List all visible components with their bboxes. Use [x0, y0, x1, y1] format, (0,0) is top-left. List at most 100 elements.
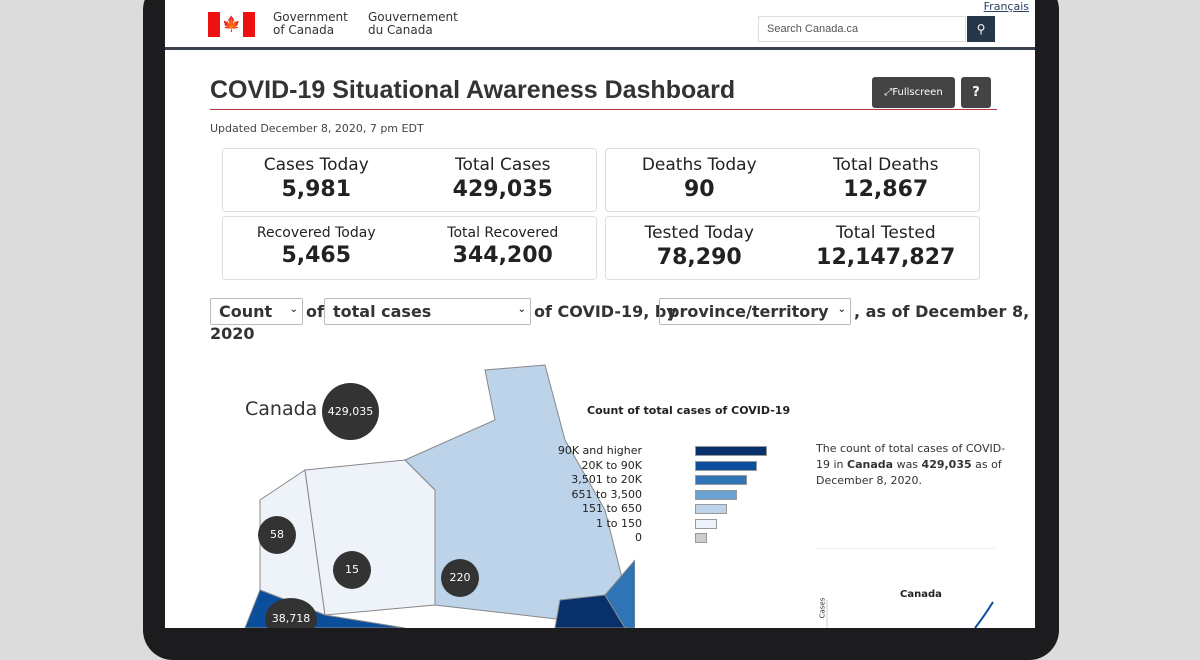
stat-value: 429,035	[452, 177, 553, 202]
metric-select[interactable]: total cases ⌄	[324, 298, 531, 325]
bubble-bc[interactable]: 38,718	[265, 598, 317, 628]
gov-en-1: Government	[273, 10, 348, 24]
page-title: COVID-19 Situational Awareness Dashboard	[210, 76, 736, 104]
stat-value: 5,981	[281, 177, 352, 202]
desc-text: as of December 8, 2020.	[816, 458, 1002, 487]
legend-label: 651 to 3,500	[571, 487, 642, 501]
stat-value: 12,147,827	[816, 245, 956, 270]
recovered-box: Recovered Today 5,465 Total Recovered 344,…	[222, 216, 597, 280]
title-rule	[210, 109, 997, 110]
stat-total-recovered: Total Recovered 344,200	[410, 217, 597, 279]
legend-item: 151 to 650	[550, 502, 770, 516]
mini-chart-line	[974, 601, 994, 628]
legend-swatch	[695, 475, 747, 485]
stat-label: Total Tested	[835, 223, 936, 243]
legend-label: 151 to 650	[581, 502, 642, 515]
mini-chart	[826, 600, 994, 628]
search-icon: ⚲	[976, 22, 986, 36]
of-covid-text: of COVID-19, by	[534, 302, 677, 321]
legend-item: 3,501 to 20K	[550, 473, 770, 487]
stat-value: 12,867	[843, 177, 929, 202]
grouping-select[interactable]: province/territory ⌄	[659, 298, 851, 325]
stat-value: 344,200	[452, 243, 553, 268]
canada-flag-icon: 🍁	[208, 12, 255, 37]
updated-text: Updated December 8, 2020, 7 pm EDT	[210, 122, 424, 135]
stat-label: Tested Today	[644, 223, 754, 243]
cases-box: Cases Today 5,981 Total Cases 429,035	[222, 148, 597, 212]
province-nwt	[304, 459, 436, 616]
legend-label: 1 to 150	[595, 516, 642, 530]
language-link[interactable]: Français	[983, 0, 1029, 13]
country-label: Canada	[245, 398, 318, 420]
stat-label: Deaths Today	[641, 155, 757, 175]
legend-label: 20K to 90K	[581, 458, 642, 472]
stat-total-deaths: Total Deaths 12,867	[793, 149, 980, 211]
legend-swatch	[695, 446, 767, 456]
legend-swatch	[695, 533, 707, 543]
desc-text: was	[893, 458, 922, 471]
search-input[interactable]: Search Canada.ca	[758, 16, 966, 42]
stat-label: Total Cases	[454, 155, 551, 175]
province-quebec	[604, 559, 635, 628]
legend-label: 0	[635, 531, 642, 544]
legend-item: 0	[550, 531, 770, 545]
legend-item: 1 to 150	[550, 517, 770, 531]
legend-swatch	[695, 489, 737, 500]
map-description: The count of total cases of COVID-19 in …	[816, 441, 1006, 489]
stat-deaths-today: Deaths Today 90	[606, 149, 793, 211]
gov-fr-1: Gouvernement	[368, 10, 458, 24]
stat-total-cases: Total Cases 429,035	[410, 149, 597, 211]
grouping-value: province/territory	[668, 302, 829, 321]
as-of-text: , as of December 8,	[854, 302, 1030, 321]
tested-box: Tested Today 78,290 Total Tested 12,147,82…	[605, 216, 980, 280]
desc-value: 429,035	[921, 458, 972, 471]
chevron-down-icon: ⌄	[837, 304, 846, 315]
fullscreen-label: Fullscreen	[892, 87, 943, 98]
legend-swatch	[695, 460, 757, 471]
of-text: of	[306, 302, 324, 321]
bubble-nwt[interactable]: 15	[333, 551, 371, 589]
expand-icon: ⤢	[884, 87, 893, 98]
province-nunavut	[404, 364, 626, 621]
stat-label: Recovered Today	[256, 225, 376, 241]
measure-value: Count	[219, 302, 273, 321]
chevron-down-icon: ⌄	[517, 304, 526, 315]
legend-item: 90K and higher	[550, 444, 770, 458]
screen: Français 🍁 Government of Canada Gouvernem…	[165, 0, 1035, 628]
stat-label: Total Deaths	[833, 155, 939, 175]
fullscreen-button[interactable]: ⤢Fullscreen	[872, 77, 955, 108]
gov-wordmark-fr[interactable]: Gouvernement du Canada	[368, 11, 458, 37]
desc-region: Canada	[847, 458, 894, 471]
stat-tested-today: Tested Today 78,290	[606, 217, 793, 279]
stat-value: 90	[683, 177, 715, 202]
legend-title: Count of total cases of COVID-19	[587, 404, 791, 417]
legend-item: 20K to 90K	[550, 459, 770, 473]
gov-en-2: of Canada	[273, 23, 335, 37]
legend-item: 651 to 3,500	[550, 488, 770, 502]
site-header: Français 🍁 Government of Canada Gouvernem…	[165, 0, 1035, 50]
province-ontario	[554, 594, 626, 628]
help-button[interactable]: ?	[961, 77, 991, 108]
stat-value: 78,290	[656, 245, 742, 270]
desc-text: The count of total cases of COVID-19 in	[816, 442, 1006, 471]
measure-select[interactable]: Count ⌄	[210, 298, 303, 325]
divider	[815, 548, 995, 549]
legend-swatch	[695, 518, 717, 529]
stat-total-tested: Total Tested 12,147,827	[793, 217, 980, 279]
deaths-box: Deaths Today 90 Total Deaths 12,867	[605, 148, 980, 212]
bubble-canada[interactable]: 429,035	[322, 383, 379, 440]
stat-label: Total Recovered	[447, 225, 559, 241]
search-button[interactable]: ⚲	[967, 16, 995, 42]
gov-fr-2: du Canada	[368, 23, 433, 37]
stat-label: Cases Today	[263, 155, 369, 175]
bubble-yukon[interactable]: 58	[258, 516, 296, 554]
metric-value: total cases	[333, 302, 432, 321]
bubble-nunavut[interactable]: 220	[441, 559, 479, 597]
gov-wordmark-en[interactable]: Government of Canada	[273, 11, 348, 37]
stat-value: 5,465	[281, 243, 352, 268]
chevron-down-icon: ⌄	[289, 304, 298, 315]
year-text: 2020	[210, 324, 255, 343]
canada-map[interactable]	[165, 360, 635, 628]
mini-chart-title: Canada	[900, 589, 942, 600]
legend-label: 90K and higher	[557, 444, 642, 457]
